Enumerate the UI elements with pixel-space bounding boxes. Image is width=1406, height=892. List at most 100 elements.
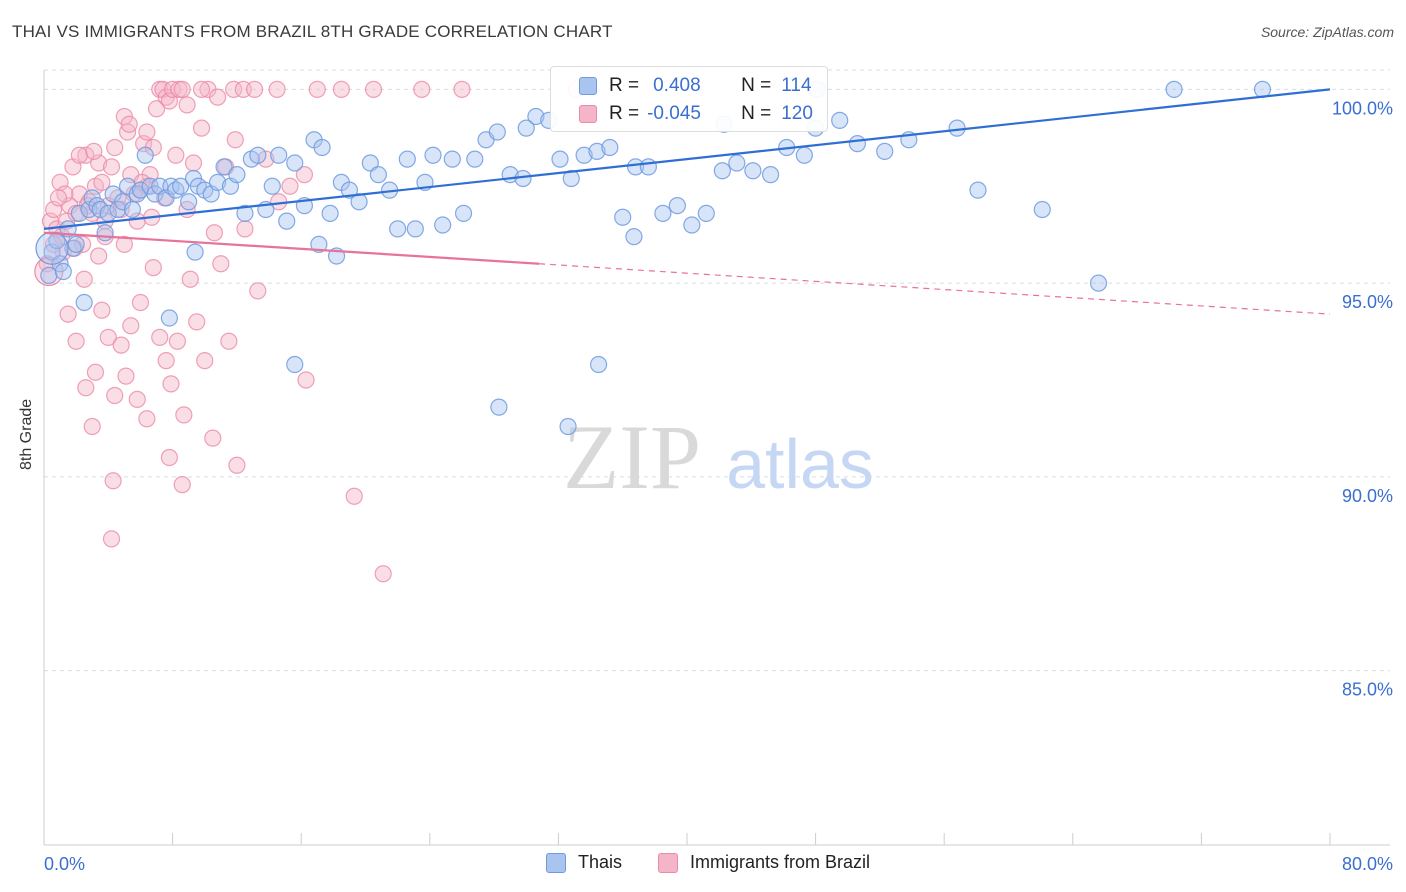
brazil-point [157,352,175,370]
thais-point [91,200,109,219]
thais-point [123,200,142,219]
thais-point [551,150,569,168]
thais-point [795,146,813,164]
brazil-point [99,328,117,346]
legend-row-thais: R = 0.408 N = 114 [579,73,812,99]
thais-point [488,123,506,141]
thais-trend-line [43,88,1331,230]
brazil-point [83,417,101,436]
thais-point [588,142,606,160]
legend-n-label-2: N = [741,103,772,124]
thais-point [54,262,72,281]
brazil-point [205,224,223,242]
axes [43,70,1390,846]
thais-point [160,309,178,327]
thais-point [286,154,304,172]
y-tick-label: 90.0% [1342,486,1393,506]
brazil-point [162,375,180,393]
thais-point [490,398,508,416]
watermark: ZIP atlas [563,406,874,508]
brazil-point [138,123,156,141]
watermark-zip: ZIP [563,406,701,508]
brazil-point [413,80,431,98]
legend-n-value-brazil: 120 [781,103,813,124]
thais-point [654,204,672,222]
thais-point [286,355,304,374]
thais-point [697,204,715,222]
thais-point [589,355,608,374]
brazil-point [93,301,111,319]
thais-point [209,173,227,191]
brazil-trend-line [43,231,540,265]
thais-point [831,111,849,129]
brazil-point [128,390,146,408]
thais-point [228,166,246,184]
brazil-point [138,410,156,428]
thais-point [70,204,88,222]
brazil-point [225,80,243,98]
thais-point [668,197,686,215]
brazil-point [295,166,314,184]
brazil-point [220,332,238,350]
brazil-point [228,456,246,474]
bottom-legend-label-thais: Thais [578,852,623,872]
legend-swatch-brazil [579,105,597,123]
legend-r-label-2: R = [609,103,640,124]
thais-point [340,181,359,199]
thais-point [575,146,593,164]
thais-point [310,235,328,253]
thais-point [454,204,473,222]
thais-point [443,150,461,168]
bottom-legend-thais[interactable]: Thais [546,852,622,873]
thais-point [625,228,643,246]
thais-point [527,107,545,126]
thais-cluster-point [35,231,69,265]
brazil-point [297,371,315,389]
thais-point [321,204,339,222]
x-tick-label-first: 0.0% [44,854,85,874]
thais-point [601,138,619,157]
y-tick-label: 100.0% [1332,98,1393,118]
thais-point [562,169,580,188]
brazil-point [167,146,185,164]
brazil-point [115,235,133,253]
brazil-point [245,80,264,98]
thais-point [136,146,154,164]
thais-point [96,224,114,242]
brazil-point [226,131,244,149]
thais-point [466,150,484,168]
brazil-point [257,150,275,168]
stats-legend: R = 0.408 N = 114 R = -0.045 N = 120 [550,66,828,132]
thais-point [270,146,288,164]
brazil-point [70,146,88,164]
thais-point [626,158,645,176]
thais-point [398,150,416,168]
thais-points [35,80,1272,436]
thais-point [761,166,780,184]
legend-r-label: R = [609,75,640,96]
legend-swatch-thais [579,77,597,95]
bottom-legend-brazil[interactable]: Immigrants from Brazil [658,852,870,873]
thais-point [434,216,452,234]
brazil-point [86,363,105,381]
brazil-point [188,313,206,331]
brazil-point [49,189,68,207]
brazil-point [77,379,95,397]
x-tick-label-last: 80.0% [1342,854,1393,874]
brazil-point [102,158,121,176]
thais-point [713,162,731,180]
thais-point [683,216,701,234]
legend-n-label: N = [741,75,772,96]
thais-point [180,193,198,211]
brazil-point [173,476,191,494]
thais-point [313,138,331,157]
thais-point [263,177,281,195]
brazil-point [102,530,121,548]
brazil-point [122,317,140,335]
brazil-point [77,146,95,164]
brazil-point [120,115,138,133]
brazil-point [160,448,178,467]
brazil-point [184,154,203,172]
brazil-point [236,220,254,238]
thais-point [361,154,379,172]
